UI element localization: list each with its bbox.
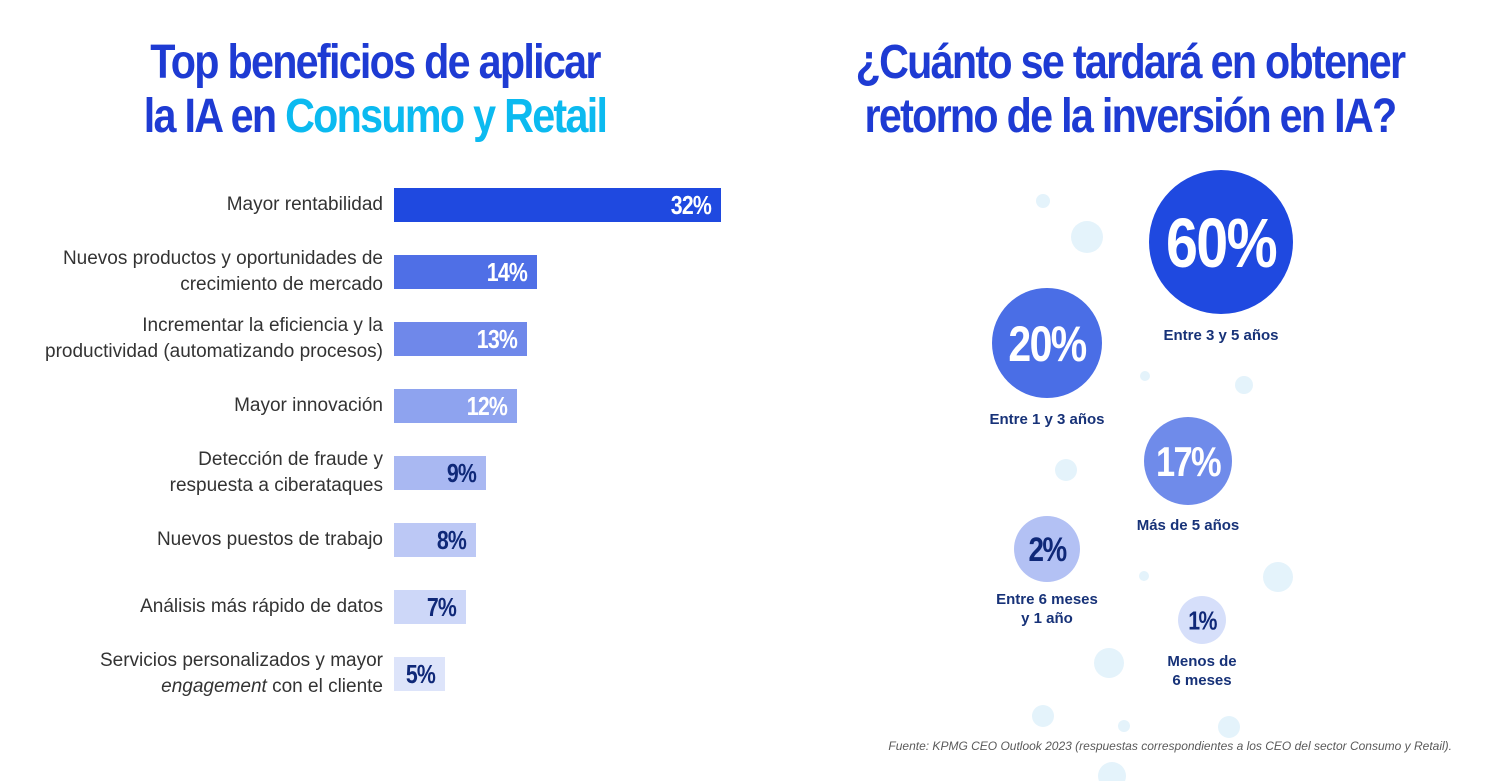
bubble-category-label-line: 6 meses: [1172, 672, 1232, 689]
bubble-category-label: Entre 6 meses y 1 año: [947, 590, 1147, 628]
bar-category-label-line: Detección de fraude y: [198, 449, 383, 470]
decorative-bubble: [1235, 376, 1253, 394]
bubble: [1178, 596, 1226, 644]
decorative-bubble: [1036, 194, 1050, 208]
bar-value-label: 8%: [436, 525, 467, 555]
bar-category-label: Nuevos puestos de trabajo: [3, 527, 383, 553]
bar-value-label: 9%: [446, 458, 477, 488]
bubble-category-label: Entre 1 y 3 años: [947, 410, 1147, 429]
bar: [394, 389, 517, 423]
bar-value-label: 32%: [670, 190, 712, 220]
decorative-bubble: [1218, 716, 1240, 738]
bar: [394, 657, 445, 691]
bubble-category-label-line: Más de 5 años: [1136, 517, 1240, 534]
bar-value-label: 7%: [426, 592, 457, 622]
bubble-value-label: 17%: [1156, 439, 1222, 486]
bar-category-label: Mayor innovación: [3, 393, 383, 419]
left-title-accent: Consumo y Retail: [285, 90, 608, 143]
bar-category-label: Incrementar la eficiencia y la productivi…: [3, 313, 383, 365]
bubble-category-label: Menos de 6 meses: [1102, 652, 1302, 690]
left-chart-title: Top beneficios de aplicar la IA en Consu…: [117, 36, 633, 144]
decorative-bubble: [1098, 762, 1126, 781]
bubble-value-label: 20%: [1008, 316, 1086, 372]
bar-category-label-line: Mayor rentabilidad: [226, 194, 383, 215]
bar: [394, 255, 537, 289]
decorative-bubble: [1071, 221, 1103, 253]
bar-category-label-line: engagement con el cliente: [161, 676, 383, 697]
bubble-category-label: Más de 5 años: [1088, 516, 1288, 535]
bubble: [992, 288, 1102, 398]
decorative-bubble: [1263, 562, 1293, 592]
bar: [394, 523, 476, 557]
bar-category-label-line: Nuevos productos y oportunidades de: [62, 248, 383, 269]
bar-category-label: Nuevos productos y oportunidades de creci…: [3, 246, 383, 298]
bubble-category-label-line: Menos de: [1167, 653, 1237, 670]
decorative-bubble: [1055, 459, 1077, 481]
decorative-bubble: [1094, 648, 1124, 678]
bar-category-label: Mayor rentabilidad: [3, 192, 383, 218]
bubble-category-label-line: y 1 año: [1021, 610, 1073, 627]
bar: [394, 456, 486, 490]
bubble-category-label: Entre 3 y 5 años: [1121, 326, 1321, 345]
bar-category-label-line: Mayor innovación: [234, 395, 383, 416]
bar-category-label-line: Incrementar la eficiencia y la: [142, 315, 383, 336]
bar-value-label: 5%: [405, 659, 436, 689]
bar-category-label: Análisis más rápido de datos: [3, 594, 383, 620]
bar: [394, 322, 527, 356]
bubble-category-label-line: Entre 1 y 3 años: [989, 411, 1105, 428]
bubble-category-label-line: Entre 6 meses: [996, 591, 1098, 608]
right-title-line2: retorno de la inversión en IA?: [864, 90, 1397, 143]
left-title-prefix: la IA en: [143, 90, 286, 143]
bar-category-label-line: Servicios personalizados y mayor: [99, 650, 383, 671]
bubble: [1144, 417, 1232, 505]
bar-category-label-line: Análisis más rápido de datos: [140, 596, 383, 617]
bar: [394, 188, 721, 222]
bubble-category-label-line: Entre 3 y 5 años: [1163, 327, 1279, 344]
left-title-line2: la IA en Consumo y Retail: [117, 90, 633, 144]
bubble: [1149, 170, 1293, 314]
bar: [394, 590, 466, 624]
bar-category-label: Servicios personalizados y mayor engageme…: [3, 648, 383, 700]
bar-value-label: 12%: [466, 391, 508, 421]
bubble: [1014, 516, 1080, 582]
bar-category-label: Detección de fraude y respuesta a ciberat…: [3, 447, 383, 499]
bar-value-label: 14%: [486, 257, 528, 287]
bar-category-italic-word: engagement: [161, 676, 267, 697]
bar-category-label-line: crecimiento de mercado: [180, 274, 383, 295]
right-title-line1: ¿Cuánto se tardará en obtener: [855, 36, 1407, 89]
left-title-line1: Top beneficios de aplicar: [150, 36, 601, 89]
right-chart-title: ¿Cuánto se tardará en obtener retorno de…: [855, 36, 1407, 144]
bar-category-label-line: Nuevos puestos de trabajo: [156, 529, 383, 550]
decorative-bubble: [1139, 571, 1149, 581]
bubble-value-label: 2%: [1028, 531, 1066, 569]
source-note: Fuente: KPMG CEO Outlook 2023 (respuesta…: [888, 739, 1452, 753]
decorative-bubble: [1032, 705, 1054, 727]
decorative-bubble: [1140, 371, 1150, 381]
decorative-bubble: [1118, 720, 1130, 732]
bar-category-label-line: respuesta a ciberataques: [169, 475, 383, 496]
bubble-value-label: 60%: [1166, 204, 1277, 283]
bubble-value-label: 1%: [1188, 606, 1217, 636]
bar-category-label-line: productividad (automatizando procesos): [45, 341, 383, 362]
bar-value-label: 13%: [476, 324, 518, 354]
